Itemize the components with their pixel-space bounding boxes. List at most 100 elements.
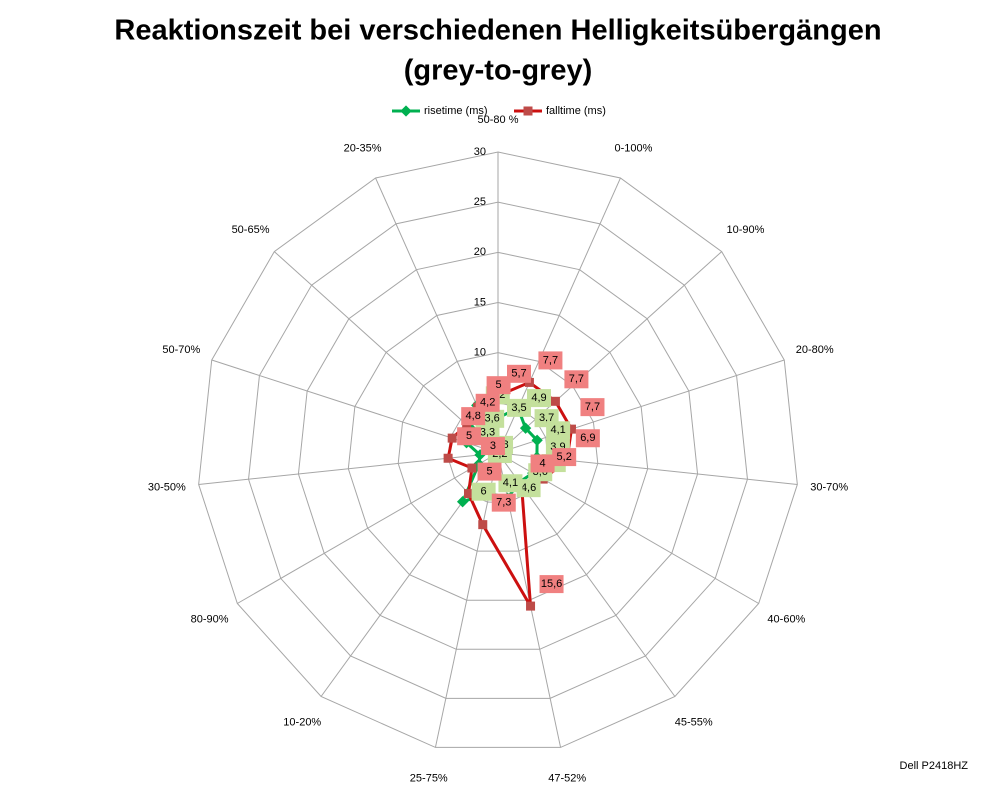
value-label-group: 3,5 xyxy=(507,398,531,417)
value-label: 3,6 xyxy=(485,413,500,425)
legend-marker xyxy=(400,105,412,117)
value-label-box xyxy=(564,370,589,389)
marker xyxy=(478,520,488,530)
value-label: 3 xyxy=(490,440,496,452)
value-label: 4,2 xyxy=(480,397,495,409)
value-label-group: 5 xyxy=(477,462,502,481)
value-label-box xyxy=(480,437,505,456)
category-label: 80-90% xyxy=(191,613,229,625)
category-label: 0-100% xyxy=(614,143,652,155)
value-label-group: 5 xyxy=(486,376,511,395)
y-tick-label: 30 xyxy=(474,146,486,158)
grid-line xyxy=(248,201,748,699)
category-label: 45-55% xyxy=(675,716,713,728)
value-label: 4,1 xyxy=(550,424,565,436)
grid-line xyxy=(198,151,798,748)
value-label: 5,7 xyxy=(511,368,526,380)
value-label-box xyxy=(491,493,516,512)
category-label: 30-70% xyxy=(810,482,848,494)
value-label: 5,2 xyxy=(557,451,572,463)
marker xyxy=(566,424,576,434)
value-label: 6 xyxy=(481,486,487,498)
value-label: 3,3 xyxy=(480,427,495,439)
category-label: 20-80% xyxy=(796,344,834,356)
value-label-group: 5 xyxy=(457,427,482,446)
value-label: 4,1 xyxy=(503,477,518,489)
value-label-box xyxy=(475,393,500,412)
value-label-box xyxy=(486,376,511,395)
value-label-box xyxy=(552,448,577,467)
value-label-box xyxy=(530,454,555,473)
value-label-group: 3 xyxy=(480,437,505,456)
value-label: 7,3 xyxy=(496,497,511,509)
value-label-box xyxy=(480,409,505,428)
marker xyxy=(443,453,453,463)
value-label-box xyxy=(507,364,531,383)
value-label-box xyxy=(546,421,571,440)
value-label-box xyxy=(516,479,541,498)
value-label-group: 3,6 xyxy=(480,409,505,428)
value-label-box xyxy=(538,351,563,370)
grid-line xyxy=(297,251,699,650)
marker xyxy=(464,489,474,499)
value-label: 4,9 xyxy=(531,392,546,404)
value-label: 7,7 xyxy=(543,354,558,366)
value-label-box xyxy=(575,429,600,448)
value-label: 7,7 xyxy=(585,401,600,413)
value-label-group: 5,7 xyxy=(507,364,531,383)
value-label-group: 6,9 xyxy=(575,429,600,448)
axis-spoke xyxy=(273,251,499,454)
value-label: 5 xyxy=(496,379,502,391)
value-label-group: 7,3 xyxy=(491,493,516,512)
value-label-group: 7,7 xyxy=(564,370,589,389)
value-label-group: 4,2 xyxy=(475,393,500,412)
value-label-group: 4,6 xyxy=(516,479,541,498)
category-label: 20-35% xyxy=(344,143,382,155)
category-label: 40-60% xyxy=(767,613,805,625)
chart-title: (grey-to-grey) xyxy=(404,55,593,87)
value-label-group: 7,7 xyxy=(538,351,563,370)
footer-note: Dell P2418HZ xyxy=(900,760,969,772)
category-label: 10-20% xyxy=(283,716,321,728)
value-label-group: 4 xyxy=(530,454,555,473)
value-label-group: 15,6 xyxy=(539,575,564,594)
legend-marker xyxy=(523,106,533,116)
category-label: 50-70% xyxy=(162,344,200,356)
value-label: 3,7 xyxy=(539,412,554,424)
marker xyxy=(550,396,560,406)
axis-spoke xyxy=(237,452,499,604)
value-label-box xyxy=(498,474,523,493)
grid-line xyxy=(347,301,649,601)
value-label: 7,7 xyxy=(569,373,584,385)
marker xyxy=(526,601,536,611)
category-label: 50-65% xyxy=(232,224,270,236)
axis-spoke xyxy=(434,452,499,748)
value-label-box xyxy=(539,575,564,594)
marker xyxy=(447,433,457,443)
value-label-group: 4,1 xyxy=(498,474,523,493)
value-label-box xyxy=(477,462,502,481)
value-label-group: 6 xyxy=(471,482,496,501)
axis-spoke xyxy=(497,359,785,454)
value-label-box xyxy=(526,389,551,408)
value-label: 5 xyxy=(486,465,492,477)
legend-label: falltime (ms) xyxy=(546,105,606,117)
value-label: 4,8 xyxy=(466,410,481,422)
category-label: 10-90% xyxy=(727,224,765,236)
category-label: 50-80 % xyxy=(478,114,519,126)
value-label: 4 xyxy=(540,457,546,469)
y-tick-label: 10 xyxy=(474,347,486,359)
axis-spoke xyxy=(198,452,499,485)
legend-label: risetime (ms) xyxy=(424,105,488,117)
value-label: 15,6 xyxy=(541,578,562,590)
value-label-box xyxy=(507,398,531,417)
chart-title: Reaktionszeit bei verschiedenen Helligke… xyxy=(114,15,881,47)
value-label: 3,5 xyxy=(511,402,526,414)
value-label-group: 4,1 xyxy=(546,421,571,440)
marker xyxy=(531,434,543,446)
category-label: 30-50% xyxy=(148,482,186,494)
marker xyxy=(456,496,469,508)
value-label-box xyxy=(457,427,482,446)
value-label-box xyxy=(580,398,605,417)
value-label-box xyxy=(471,482,496,501)
